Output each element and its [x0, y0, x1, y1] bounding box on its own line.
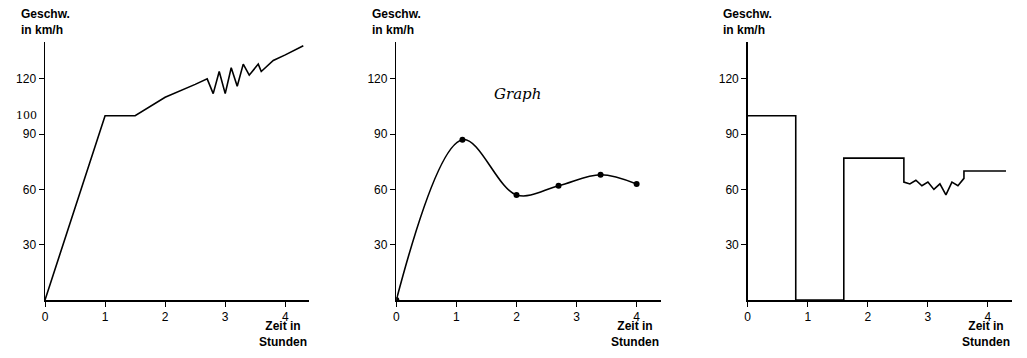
svg-text:3: 3	[222, 310, 229, 324]
svg-text:60: 60	[23, 183, 37, 197]
svg-text:4: 4	[633, 310, 640, 324]
svg-text:2: 2	[513, 310, 520, 324]
svg-text:0: 0	[42, 310, 49, 324]
svg-text:30: 30	[23, 238, 37, 252]
svg-text:Zeit inStunden: Zeit inStunden	[611, 319, 659, 349]
svg-text:120: 120	[367, 72, 387, 86]
svg-text:Geschw.in km/h: Geschw.in km/h	[372, 7, 421, 37]
svg-text:90: 90	[23, 127, 37, 141]
svg-text:0: 0	[744, 310, 751, 324]
svg-text:1: 1	[453, 310, 460, 324]
svg-text:30: 30	[725, 238, 739, 252]
svg-text:0: 0	[393, 310, 400, 324]
svg-text:3: 3	[925, 310, 932, 324]
svg-text:1: 1	[804, 310, 811, 324]
svg-text:90: 90	[725, 127, 739, 141]
svg-text:4: 4	[282, 310, 289, 324]
svg-text:Geschw.in km/h: Geschw.in km/h	[21, 7, 70, 37]
svg-text:90: 90	[374, 127, 388, 141]
svg-text:1: 1	[102, 310, 109, 324]
svg-text:Zeit inStunden: Zeit inStunden	[259, 319, 307, 349]
svg-text:30: 30	[374, 238, 388, 252]
svg-text:3: 3	[573, 310, 580, 324]
svg-text:Geschw.in km/h: Geschw.in km/h	[723, 7, 772, 37]
svg-text:Graph: Graph	[494, 85, 541, 103]
svg-text:120: 120	[16, 72, 36, 86]
svg-text:100: 100	[16, 109, 37, 122]
svg-text:Zeit inStunden: Zeit inStunden	[962, 319, 1010, 349]
svg-text:2: 2	[162, 310, 169, 324]
svg-text:60: 60	[374, 183, 388, 197]
svg-text:4: 4	[985, 310, 992, 324]
svg-text:120: 120	[719, 72, 739, 86]
svg-text:2: 2	[864, 310, 871, 324]
svg-text:60: 60	[725, 183, 739, 197]
